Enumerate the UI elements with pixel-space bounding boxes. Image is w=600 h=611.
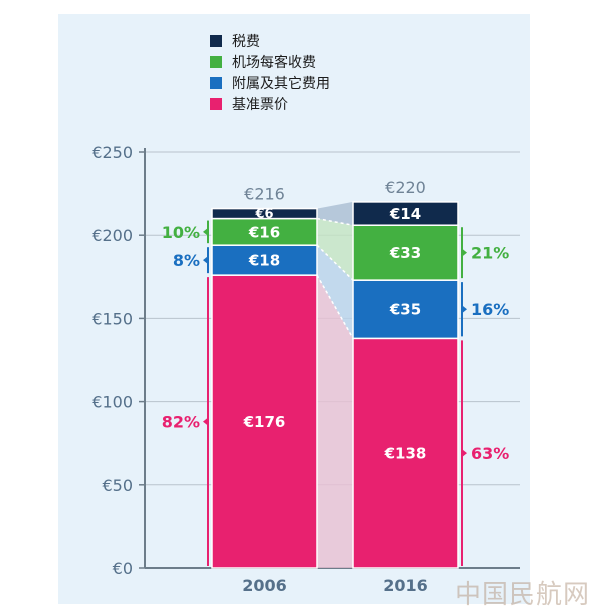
bar-segment-2006-tax	[211, 207, 318, 220]
bracket-arrow-2016-airport-fee	[462, 248, 467, 257]
y-tick-label-100: €100	[92, 393, 133, 412]
legend-swatch-tax	[210, 34, 222, 47]
legend-item-tax: 税费	[210, 30, 330, 51]
bracket-arrow-2006-airport-fee	[203, 227, 208, 236]
bar-segment-2016-tax	[352, 201, 459, 226]
bar-segment-2016-airport-fee	[352, 224, 459, 281]
x-tick-label-2006: 2006	[242, 576, 287, 595]
y-tick-label-50: €50	[102, 476, 133, 495]
bracket-arrow-2006-base-fare	[203, 417, 208, 426]
percent-label-2006-ancillary: 8%	[173, 251, 200, 270]
percent-label-2016-airport-fee: 21%	[471, 244, 509, 263]
legend-item-base-fare: 基准票价	[210, 93, 330, 114]
connector-divider-3	[316, 217, 354, 226]
value-label-2016-base-fare: €138	[384, 445, 427, 463]
percent-label-2006-base-fare: 82%	[162, 413, 200, 432]
legend: 税费 机场每客收费 附属及其它费用 基准票价	[210, 30, 330, 114]
legend-item-airport-fee: 机场每客收费	[210, 51, 330, 72]
y-tick-label-150: €150	[92, 309, 133, 328]
value-label-2006-ancillary: €18	[248, 252, 280, 270]
value-label-2006-base-fare: €176	[243, 413, 286, 431]
bar-segment-2016-ancillary	[352, 279, 459, 340]
legend-swatch-ancillary	[210, 76, 222, 89]
connector-band-airport-fee	[317, 218, 353, 281]
y-tick-label-200: €200	[92, 226, 133, 245]
percent-label-2006-airport-fee: 10%	[162, 223, 200, 242]
value-label-2016-airport-fee: €33	[389, 244, 421, 262]
total-label-2016: €220	[385, 178, 426, 197]
connector-divider-1	[316, 274, 354, 339]
value-label-2016-ancillary: €35	[389, 301, 421, 319]
value-label-2006-airport-fee: €16	[248, 223, 280, 241]
connector-band-tax	[317, 201, 353, 226]
bar-segment-2006-base-fare	[211, 274, 318, 569]
total-label-2006: €216	[244, 185, 285, 204]
value-label-2016-tax: €14	[389, 205, 421, 223]
connector-band-ancillary	[317, 245, 353, 339]
legend-label-ancillary: 附属及其它费用	[232, 75, 330, 92]
bar-segment-2016-base-fare	[352, 337, 459, 569]
y-tick-label-250: €250	[92, 143, 133, 162]
legend-swatch-base-fare	[210, 97, 222, 110]
connector-band-base-fare	[317, 275, 353, 568]
bracket-arrow-2016-ancillary	[462, 305, 467, 314]
value-label-2006-tax: €6	[254, 207, 273, 222]
x-tick-label-2016: 2016	[383, 576, 428, 595]
watermark-text: 中国民航网	[455, 580, 591, 610]
legend-label-airport-fee: 机场每客收费	[232, 54, 316, 71]
connector-divider-2	[316, 244, 354, 281]
legend-label-tax: 税费	[232, 33, 260, 50]
bar-segment-2006-airport-fee	[211, 217, 318, 246]
y-tick-label-0: €0	[113, 559, 133, 578]
bracket-arrow-2016-base-fare	[462, 449, 467, 458]
legend-label-base-fare: 基准票价	[232, 96, 288, 113]
bracket-arrow-2006-ancillary	[203, 256, 208, 265]
percent-label-2016-base-fare: 63%	[471, 444, 509, 463]
legend-item-ancillary: 附属及其它费用	[210, 72, 330, 93]
percent-label-2016-ancillary: 16%	[471, 300, 509, 319]
legend-swatch-airport-fee	[210, 55, 222, 68]
